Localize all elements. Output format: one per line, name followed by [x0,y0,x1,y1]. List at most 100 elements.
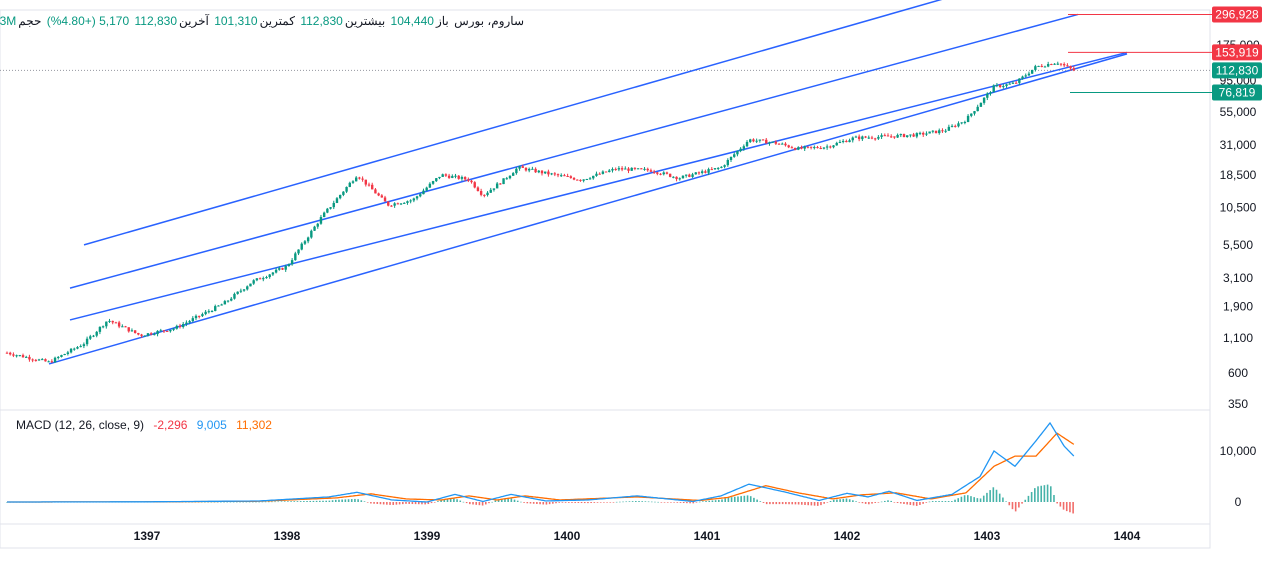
candle-body [1072,68,1075,71]
macd-histogram-bar [692,502,695,504]
candle-body [322,212,326,218]
candle-body [428,183,432,188]
candle-body [1050,64,1053,66]
macd-histogram-bar [871,502,873,504]
candle-body [585,179,589,181]
candle-body [284,266,287,270]
price-tag [1212,6,1262,23]
candle-body [175,325,178,329]
candle-body [710,169,713,171]
macd-histogram-bar [500,499,503,502]
macd-histogram-bar [973,497,975,502]
candle-body [300,243,303,250]
candle-body [130,330,134,332]
macd-histogram-bar [331,500,334,502]
candle-body [899,134,903,136]
candle-body [954,125,957,127]
macd-histogram-bar [848,499,851,502]
macd-histogram-bar [564,502,567,503]
macd-histogram-bar [733,496,736,502]
macd-histogram-bar [737,496,739,502]
macd-histogram-bar [762,502,765,503]
candle-body [415,196,419,199]
macd-histogram-bar [686,502,688,504]
candle-body [66,352,70,355]
candle-body [441,174,444,177]
candle-body [870,137,874,139]
candle-body [608,170,611,172]
x-tick-label: 1403 [974,529,1001,543]
candle-body [101,326,105,328]
macd-histogram-bar [801,502,803,505]
candle-body [249,283,252,287]
macd-histogram-bar [571,502,573,503]
candle-body [515,168,518,174]
macd-histogram-bar [325,500,327,502]
candle-body [742,146,746,149]
grid-layer [0,9,1211,549]
candle-body [1011,82,1015,84]
candle-body [124,326,127,328]
channel-line-4[interactable] [48,53,1128,365]
candle-body [845,140,848,143]
candle-body [672,176,675,178]
candle-body [906,135,909,138]
candle-body [390,205,393,207]
macd-histogram-bar [599,502,602,503]
candle-body [659,173,662,175]
macd-histogram-bar [868,502,870,505]
macd-histogram-bar [526,502,529,504]
candle-body [816,147,819,149]
candle-body [912,134,915,137]
candle-body [146,333,150,336]
macd-histogram-bar [606,502,608,503]
macd-histogram-bar [753,497,755,502]
macd-histogram-bar [395,502,398,505]
macd-histogram-bar [251,501,254,503]
candle-body [511,173,515,176]
candle-body [688,174,691,177]
macd-histogram-bar [242,501,245,503]
candle-body [271,272,275,275]
candle-body [1040,65,1043,67]
candle-body [665,172,669,174]
macd-header[interactable]: MACD (12, 26, close, 9) -2,296 9,005 11,… [16,418,278,432]
candle-body [31,359,34,361]
candle-body [755,140,758,142]
macd-histogram-bar [864,502,867,504]
close-label: آخرین [179,14,209,28]
macd-histogram-bar [772,502,774,505]
candles [5,61,1075,363]
candle-body [252,280,255,284]
macd-histogram-bar [328,500,331,502]
candle-body [508,175,512,179]
candle-body [438,176,441,179]
macd-histogram-bar [666,502,669,503]
change-value: 5,170 (+4.80%) [46,14,130,28]
candle-body [73,348,76,350]
macd-histogram-bar [430,502,433,504]
candle-body [467,179,470,181]
candle-body [380,195,384,198]
channel-line-3[interactable] [69,51,1128,321]
channel-line-2[interactable] [69,13,1079,289]
macd-histogram-bar [746,495,749,502]
macd-histogram-bar [312,500,315,502]
macd-histogram-bar [363,501,366,502]
channel-lines[interactable] [48,0,1128,365]
macd-histogram-bar [491,501,493,503]
candle-body [553,173,557,175]
candle-body [726,159,730,166]
macd-histogram-bar [976,498,979,502]
price-tag-label: 296,928 [1215,7,1259,21]
symbol-name[interactable]: ساروم، بورس [454,14,524,28]
channel-line-1[interactable] [83,0,959,246]
candle-body [210,310,214,312]
candle-body [316,223,319,227]
macd-histogram-bar [520,501,522,503]
candle-body [781,143,784,145]
candle-body [588,178,592,180]
candle-body [896,134,899,138]
